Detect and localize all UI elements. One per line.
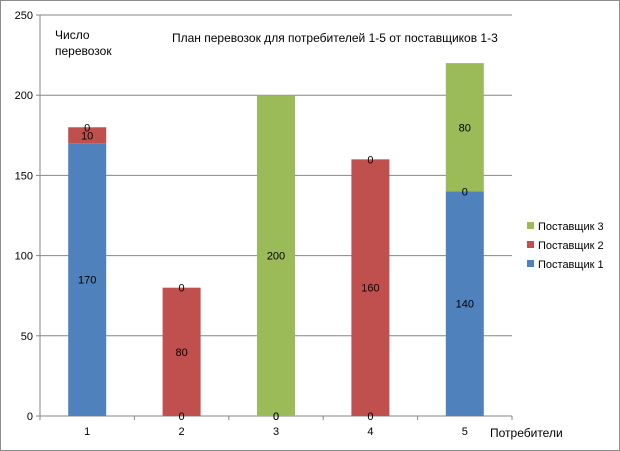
x-tick-label: 3 (273, 426, 279, 438)
x-tick-label: 5 (462, 426, 468, 438)
data-label: 0 (273, 411, 279, 423)
bar-segment (351, 159, 390, 417)
bar-segment (257, 95, 295, 416)
bar-segment (68, 127, 107, 144)
data-label: 80 (459, 122, 471, 134)
data-label: 0 (273, 411, 279, 423)
bar-segment (162, 287, 201, 416)
data-label: 0 (179, 411, 185, 423)
y-tick-label: 0 (27, 411, 33, 423)
data-label: 80 (175, 347, 187, 359)
y-tick-label: 50 (21, 331, 33, 343)
data-label: 160 (361, 283, 379, 295)
data-label: 0 (367, 154, 373, 166)
y-tick-label: 250 (15, 10, 33, 22)
bars (68, 63, 484, 417)
legend-swatch (527, 260, 534, 267)
chart-title: План перевозок для потребителей 1-5 от п… (172, 31, 498, 45)
data-label: 0 (179, 283, 185, 295)
y-tick-label: 200 (15, 90, 33, 102)
legend-swatch (527, 222, 534, 229)
y-axis-label-line2: перевозок (55, 44, 112, 58)
data-label: 0 (367, 411, 373, 423)
legend-swatch (527, 241, 534, 248)
bar-segment (445, 63, 484, 192)
data-label: 200 (267, 251, 285, 263)
bar-segment (68, 143, 107, 416)
legend-entry: Поставщик 2 (538, 240, 604, 252)
x-tick-label: 2 (179, 426, 185, 438)
legend-entry: Поставщик 1 (538, 259, 604, 271)
data-label: 10 (81, 130, 93, 142)
x-tick-label: 4 (367, 426, 373, 438)
legend: Поставщик 3 Поставщик 2 Поставщик 1 (527, 221, 604, 271)
data-label: 0 (84, 122, 90, 134)
bar-segment (445, 191, 484, 416)
y-axis-label-line1: Число (55, 28, 90, 42)
data-label: 0 (462, 186, 468, 198)
legend-entry: Поставщик 3 (538, 221, 604, 233)
y-tick-label: 100 (15, 251, 33, 263)
x-tick-label: 1 (84, 426, 90, 438)
x-axis-label: Потребители (490, 426, 563, 440)
data-label: 140 (456, 299, 474, 311)
data-label: 170 (78, 275, 96, 287)
y-tick-label: 150 (15, 170, 33, 182)
